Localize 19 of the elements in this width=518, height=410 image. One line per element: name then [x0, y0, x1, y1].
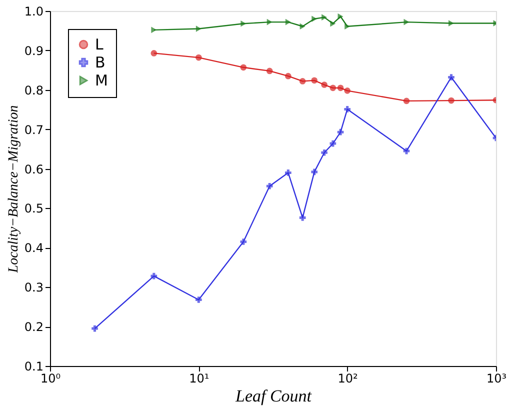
- legend-label: B: [95, 54, 106, 72]
- y-tick-label: 0.6: [24, 162, 44, 176]
- y-tick-label: 0.8: [24, 83, 44, 98]
- y-tick-label: 0.1: [24, 360, 44, 374]
- y-tick-label: 0.7: [24, 122, 44, 137]
- y-tick-label: 0.9: [24, 44, 44, 58]
- x-axis-title: Leaf Count: [234, 386, 313, 406]
- y-tick-label: 0.5: [24, 202, 44, 216]
- x-tick-label: 10¹: [189, 372, 210, 386]
- legend-label: M: [95, 72, 108, 90]
- y-tick-label: 0.3: [24, 280, 44, 295]
- y-axis-title: Locality−Balance−Migration: [6, 105, 22, 274]
- y-tick-label: 1.0: [24, 4, 44, 18]
- x-tick-label: 10³: [486, 372, 507, 386]
- y-tick-label: 0.2: [24, 320, 44, 334]
- x-tick-label: 10⁰: [40, 372, 61, 386]
- legend-label: L: [95, 36, 104, 54]
- x-tick-label: 10²: [338, 372, 358, 386]
- y-tick-label: 0.4: [24, 241, 44, 256]
